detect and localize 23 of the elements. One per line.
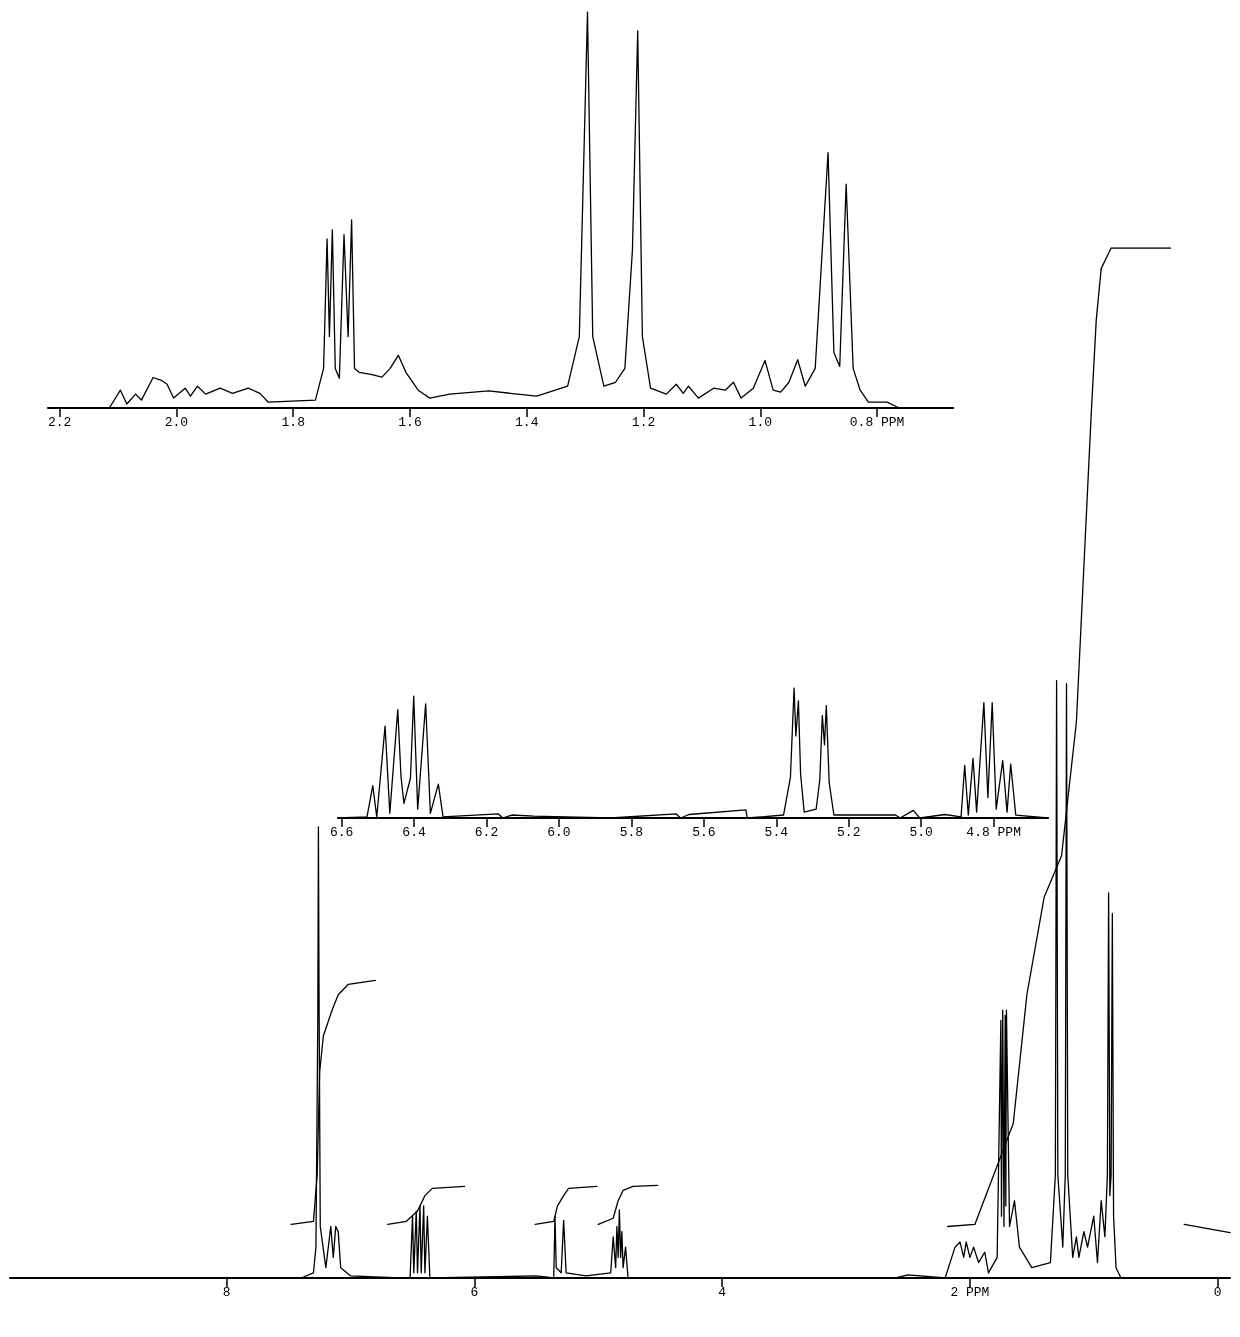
- x-tick-label: 5.4: [764, 825, 789, 840]
- x-tick-label: 6: [470, 1285, 479, 1300]
- x-tick-label: 1.4: [515, 415, 539, 430]
- x-tick-label: 6.6: [329, 825, 354, 840]
- x-tick-label: 1.2: [631, 415, 656, 430]
- x-tick-label: 2.2: [47, 415, 72, 430]
- x-tick-label: 2 PPM: [950, 1285, 990, 1300]
- x-tick-label: 5.0: [909, 825, 933, 840]
- x-tick-label: 2.0: [164, 415, 189, 430]
- x-tick-label: 4.8 PPM: [966, 825, 1021, 840]
- x-tick-label: 1.8: [281, 415, 305, 430]
- x-tick-label: 0.8 PPM: [849, 415, 905, 430]
- x-tick-label: 4: [718, 1285, 727, 1300]
- x-tick-label: 8: [222, 1285, 231, 1300]
- x-tick-label: 1.0: [748, 415, 773, 430]
- x-tick-label: 1.6: [398, 415, 422, 430]
- x-tick-label: 5.8: [619, 825, 644, 840]
- x-tick-label: 6.4: [402, 825, 426, 840]
- x-tick-label: 5.6: [692, 825, 716, 840]
- x-tick-label: 0: [1213, 1285, 1222, 1300]
- x-tick-label: 6.0: [547, 825, 571, 840]
- x-tick-label: 5.2: [837, 825, 861, 840]
- x-tick-label: 6.2: [474, 825, 499, 840]
